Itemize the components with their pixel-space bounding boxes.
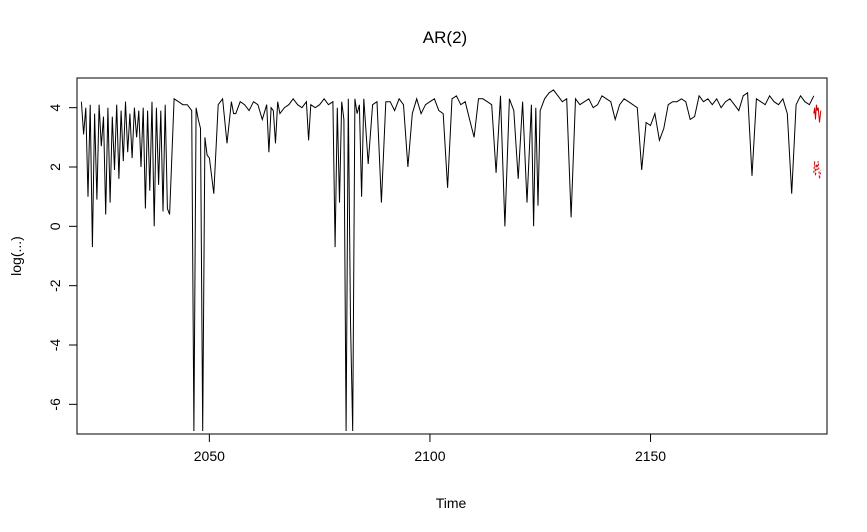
y-tick-label: -4 — [47, 339, 63, 352]
y-tick-label: 2 — [47, 163, 63, 171]
series-line-1 — [813, 161, 822, 179]
x-axis-label: Time — [436, 495, 467, 511]
y-axis-label: log(...) — [8, 236, 24, 276]
plot-frame — [76, 77, 828, 435]
series-line-0 — [80, 89, 815, 432]
x-tick-label: 2150 — [635, 448, 666, 464]
y-tick-label: 0 — [47, 222, 63, 230]
x-tick-label: 2100 — [414, 448, 445, 464]
y-tick-label: -6 — [47, 398, 63, 411]
chart-title: AR(2) — [423, 28, 467, 47]
y-axis: -6 -4 -2 0 2 4 — [47, 104, 78, 411]
x-axis: 2050 2100 2150 — [194, 433, 666, 464]
y-tick-label: 4 — [47, 104, 63, 112]
series-line-2 — [813, 104, 822, 123]
y-tick-label: -2 — [47, 279, 63, 292]
x-tick-label: 2050 — [194, 448, 225, 464]
series-layer — [80, 89, 822, 432]
